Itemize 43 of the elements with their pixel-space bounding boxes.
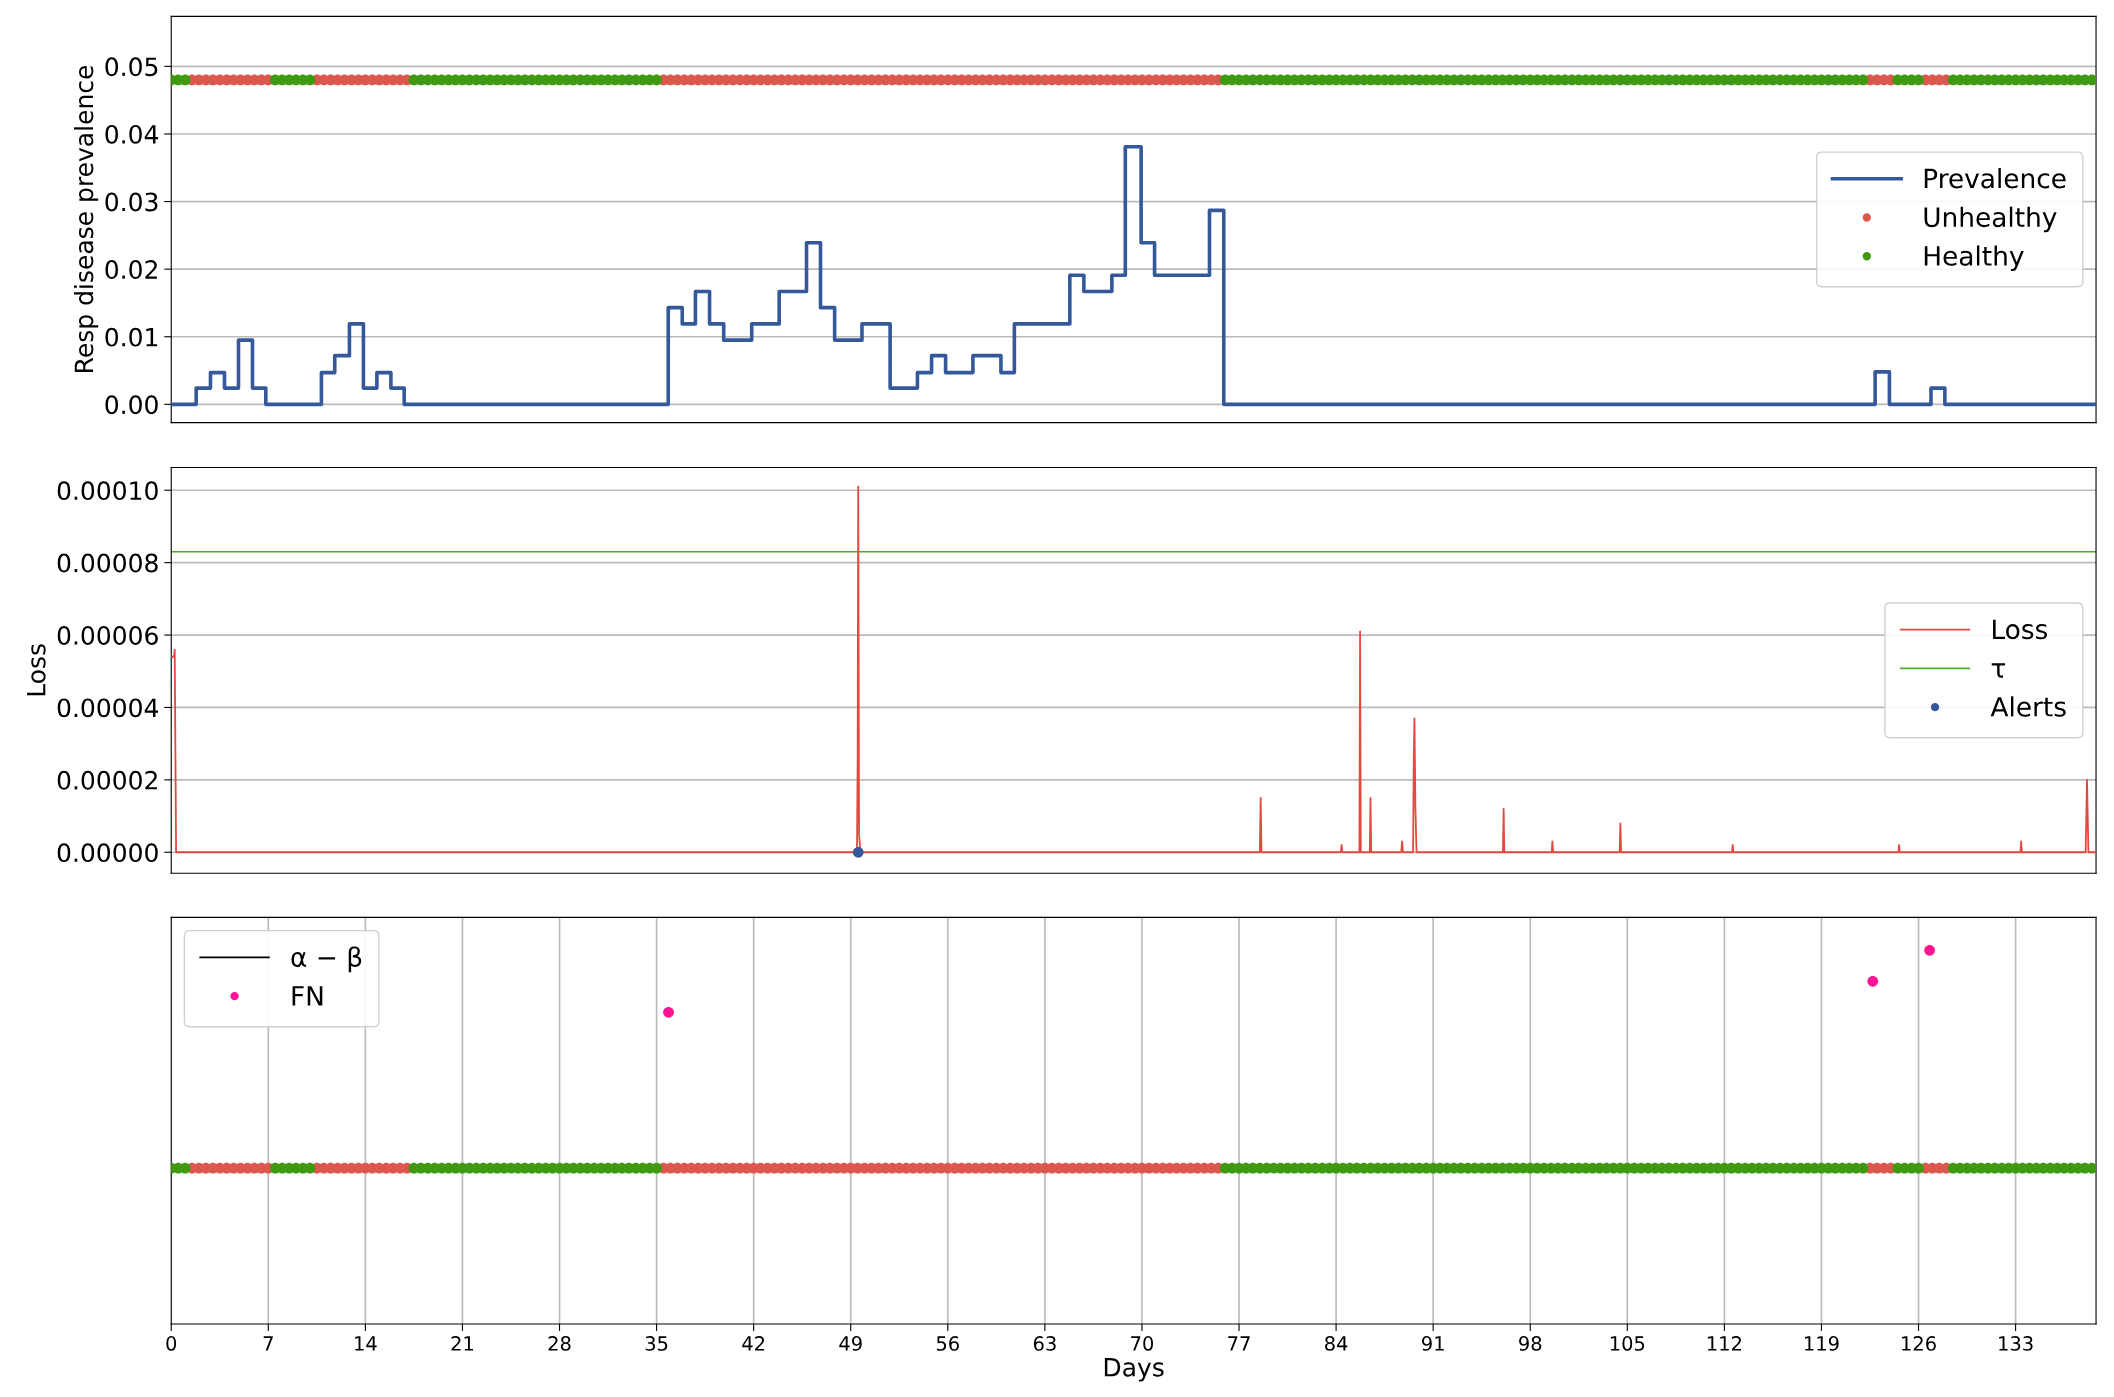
y-tick-label: 0.00000	[57, 843, 158, 863]
x-tick-label: 0	[166, 1336, 177, 1351]
legend-label: Loss	[1993, 619, 2048, 640]
y-tick-label: 0.00004	[57, 698, 159, 718]
y-tick-label: 0.00002	[57, 770, 157, 790]
x-tick-label: 133	[1999, 1336, 2033, 1351]
x-tick-label: 126	[1902, 1336, 1936, 1351]
y-tick-label: 0.02	[105, 260, 157, 279]
x-tick-label: 112	[1707, 1336, 1741, 1351]
y-tick-label: 0.00008	[57, 553, 158, 573]
x-tick-label: 70	[1131, 1336, 1154, 1351]
x-tick-label: 56	[936, 1336, 959, 1351]
x-tick-label: 35	[645, 1336, 668, 1351]
x-tick-label: 105	[1610, 1336, 1645, 1351]
x-tick-label: 91	[1422, 1336, 1444, 1351]
legend-label: Healthy	[1924, 245, 2024, 271]
x-tick-label: 98	[1519, 1336, 1542, 1351]
x-tick-label: 14	[355, 1336, 377, 1351]
y-tick-label: 0.00	[105, 395, 158, 415]
y-tick-label: 0.01	[105, 327, 158, 347]
legend-label: α − β	[291, 946, 362, 973]
legend-label: Alerts	[1990, 696, 2066, 717]
legend-label: Unhealthy	[1924, 206, 2057, 233]
x-tick-label: 119	[1805, 1336, 1839, 1351]
x-tick-label: 84	[1325, 1336, 1348, 1351]
x-tick-label: 63	[1033, 1336, 1056, 1351]
legend-label: τ	[1991, 663, 2006, 678]
y-tick-label: 0.00006	[57, 626, 158, 645]
y-tick-label: 0.00010	[57, 481, 158, 501]
y-tick-label: 0.05	[105, 57, 158, 77]
y-tick-label: 0.04	[105, 124, 159, 144]
legend-label: Prevalence	[1924, 167, 2066, 189]
legend-label: FN	[292, 986, 323, 1006]
x-tick-label: 21	[451, 1336, 474, 1351]
y-tick-label: 0.03	[105, 192, 158, 212]
x-tick-label: 49	[839, 1336, 862, 1351]
x-tick-label: 77	[1228, 1336, 1250, 1351]
x-tick-label: 7	[263, 1336, 273, 1351]
x-tick-label: 42	[742, 1336, 765, 1351]
y-axis-title: Resp disease prevalence	[74, 65, 99, 372]
x-tick-label: 28	[548, 1336, 571, 1351]
y-axis-title: Loss	[27, 644, 46, 696]
x-axis-title: Days	[1104, 1358, 1164, 1382]
